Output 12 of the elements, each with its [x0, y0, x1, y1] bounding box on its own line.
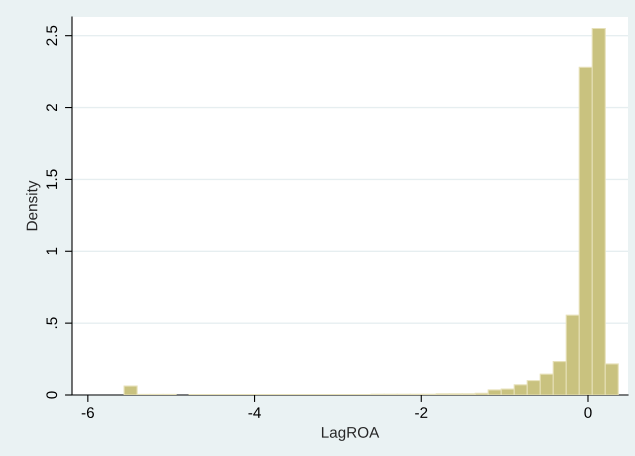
- x-tick-label: -6: [82, 407, 94, 418]
- y-tick-label: .5: [46, 317, 58, 328]
- y-tick-label: 1: [46, 248, 58, 254]
- x-tick-label: -2: [415, 407, 428, 418]
- x-tick-label: 0: [584, 407, 592, 418]
- y-tick-label: 1.5: [46, 169, 58, 189]
- y-tick-label: 0: [46, 391, 58, 399]
- x-axis-title: LagROA: [322, 427, 380, 441]
- y-tick-label: 2.5: [46, 26, 58, 46]
- y-axis-title: Density: [26, 180, 40, 230]
- x-tick-label: -4: [248, 407, 261, 418]
- y-tick-label: 2: [46, 104, 58, 112]
